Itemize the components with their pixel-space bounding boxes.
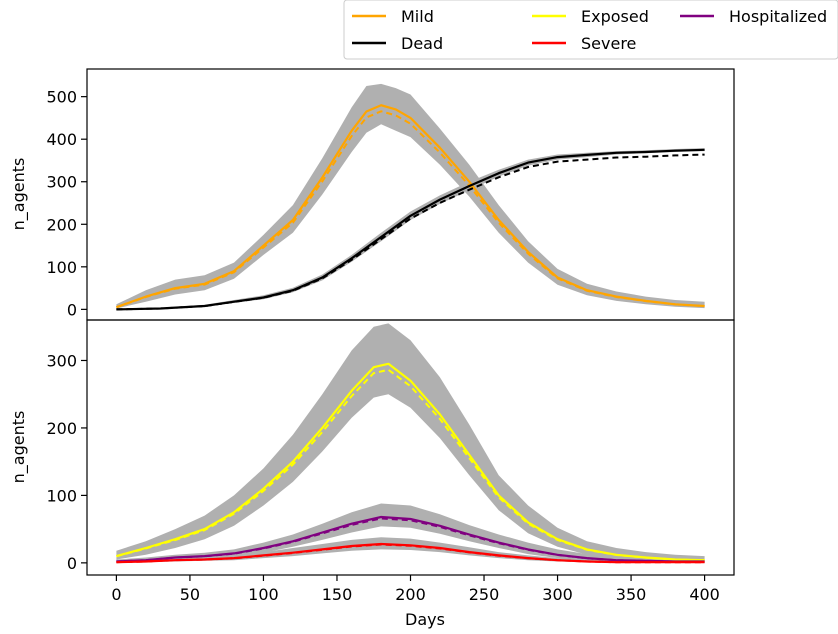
top-y-axis-label: n_agents	[9, 158, 29, 231]
y-tick-label: 0	[67, 554, 77, 573]
x-tick-label: 50	[180, 585, 200, 604]
legend-label-dead: Dead	[401, 34, 443, 53]
y-tick-label: 300	[46, 173, 77, 192]
y-tick-label: 300	[46, 351, 77, 370]
x-axis-label: Days	[405, 610, 445, 629]
y-tick-label: 100	[46, 258, 77, 277]
series-line-hospitalized	[116, 515, 705, 563]
series-line-dashed-exposed	[116, 368, 705, 562]
x-tick-label: 300	[542, 585, 573, 604]
y-tick-label: 0	[67, 300, 77, 319]
x-tick-label: 150	[322, 585, 353, 604]
series-line-exposed	[116, 362, 705, 562]
legend-label-severe: Severe	[581, 34, 636, 53]
y-tick-label: 200	[46, 419, 77, 438]
x-tick-label: 100	[248, 585, 279, 604]
band-exposed	[116, 323, 705, 563]
legend-label-hospitalized: Hospitalized	[729, 7, 827, 26]
bottom-y-axis-label: n_agents	[9, 411, 29, 484]
x-tick-label: 250	[469, 585, 500, 604]
legend: Mild Dead Exposed Severe Hospitalized	[343, 0, 838, 60]
bottom-panel: 0 100 200 300 0 50 100 150 200 250 300 350 400 n_ag…	[9, 319, 735, 629]
y-tick-label: 200	[46, 215, 77, 234]
band-mild	[116, 83, 705, 309]
x-tick-label: 200	[395, 585, 426, 604]
legend-label-mild: Mild	[401, 7, 434, 26]
y-tick-label: 400	[46, 130, 77, 149]
x-tick-label: 0	[111, 585, 121, 604]
series-line-dashed-mild	[116, 110, 705, 309]
y-tick-label: 100	[46, 486, 77, 505]
x-tick-label: 400	[689, 585, 720, 604]
legend-box	[343, 0, 838, 60]
legend-label-exposed: Exposed	[581, 7, 649, 26]
y-tick-label: 500	[46, 88, 77, 107]
x-tick-label: 350	[616, 585, 647, 604]
series-line-dashed-severe	[116, 543, 705, 564]
series-line-dashed-dead	[116, 153, 705, 311]
top-panel: 0 100 200 300 400 500 n_agents	[9, 68, 735, 321]
